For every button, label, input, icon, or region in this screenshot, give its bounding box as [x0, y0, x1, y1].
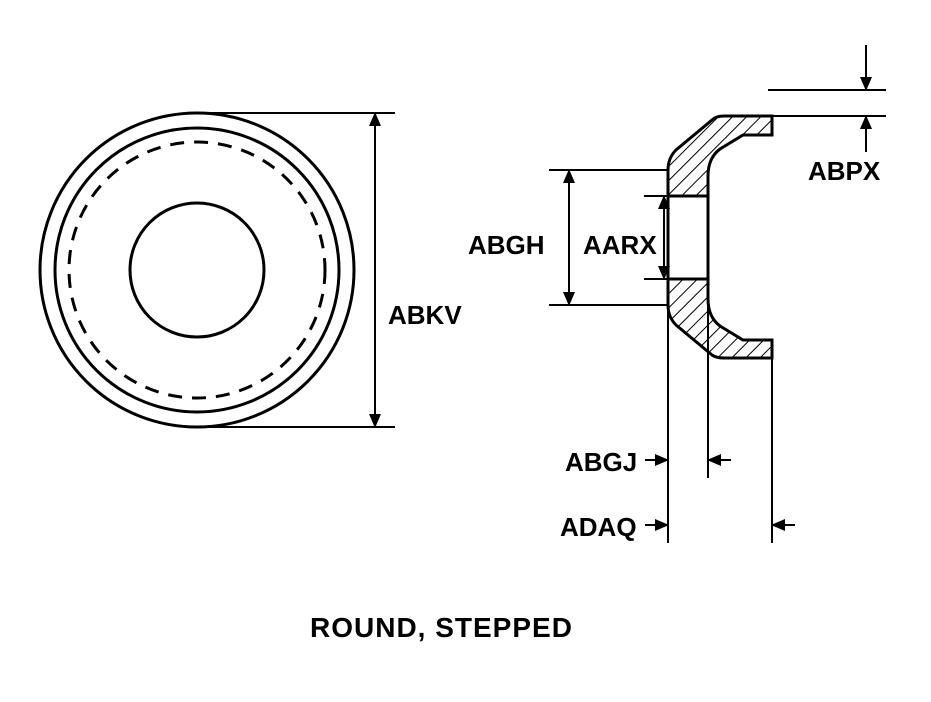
label-adaq: ADAQ: [560, 512, 637, 543]
label-abgh: ABGH: [468, 230, 545, 261]
label-aarx: AARX: [583, 230, 657, 261]
dim-abpx: [768, 45, 886, 152]
label-abkv: ABKV: [388, 300, 462, 331]
dim-abkv: [197, 113, 395, 427]
caption: ROUND, STEPPED: [310, 612, 573, 644]
label-abgj: ABGJ: [565, 447, 637, 478]
cross-section: [668, 116, 772, 358]
front-view: [40, 113, 354, 427]
label-abpx: ABPX: [808, 156, 880, 187]
technical-drawing: [0, 0, 931, 702]
